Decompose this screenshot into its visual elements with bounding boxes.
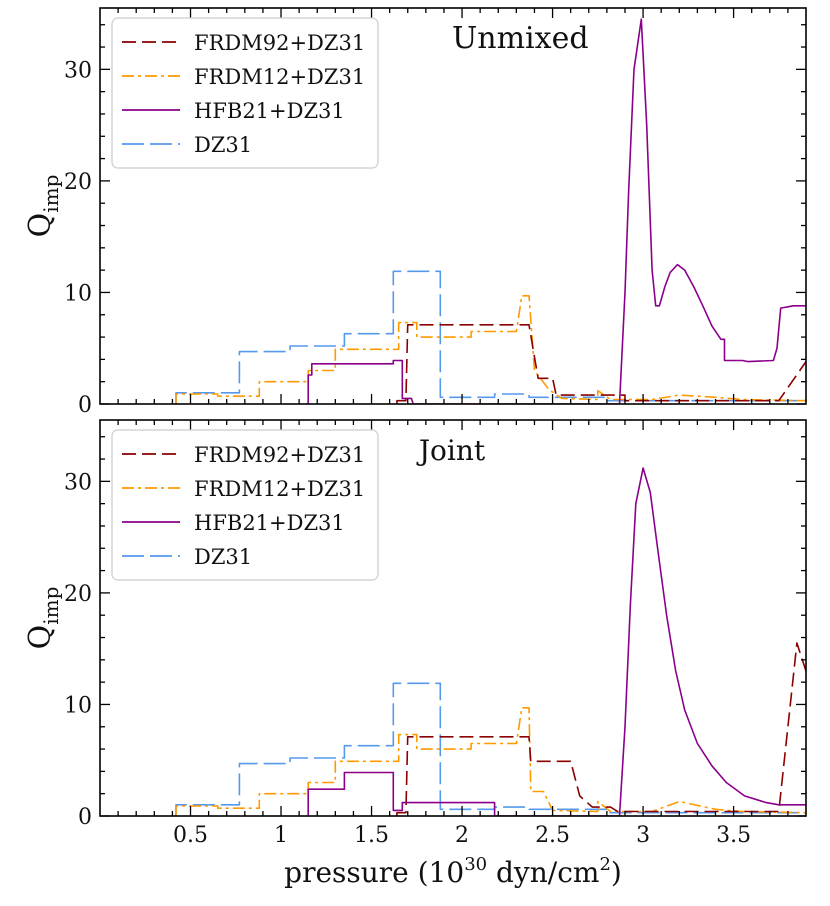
x-tick-label: 2 (455, 823, 469, 848)
y-tick-label: 30 (64, 470, 92, 495)
series-line-frdm12-dz31-joint (175, 707, 806, 816)
y-tick-label: 10 (64, 693, 92, 718)
series-layer-unmixed (175, 18, 806, 404)
series-line-dz31-joint (175, 682, 806, 816)
x-tick-label: 3.5 (716, 823, 751, 848)
panel-title-unmixed: Unmixed (452, 21, 589, 56)
legend-label: HFB21+DZ31 (194, 511, 345, 535)
ticks-joint (100, 420, 806, 817)
panel-unmixed: 0 10 20 30 Unmixed Qimp FRDM92+DZ31 FRDM12+D… (23, 7, 807, 418)
legend-label: HFB21+DZ31 (194, 99, 345, 123)
y-tick-label: 20 (64, 170, 92, 195)
ticks-unmixed (100, 8, 806, 405)
series-line-frdm12-dz31-unmixed (175, 295, 806, 404)
legend-box (111, 17, 379, 169)
series-line-hfb21-dz31-unmixed (307, 18, 806, 404)
svg-text:Qimp: Qimp (23, 175, 63, 238)
series-line-frdm92-dz31-unmixed (396, 324, 806, 404)
legend-joint: FRDM92+DZ31 FRDM12+DZ31 HFB21+DZ31 DZ31 (111, 429, 379, 581)
plot-frame-joint (99, 419, 807, 817)
x-tick-label: 0.5 (173, 823, 208, 848)
xtick-labels: 0.5 1 1.5 2 2.5 3 3.5 (173, 823, 751, 848)
legend-label: FRDM12+DZ31 (194, 65, 365, 89)
ylabel-main: Q (23, 213, 58, 238)
xlabel-unit: dyn/cm (487, 856, 599, 889)
y-tick-label: 0 (78, 393, 92, 418)
legend-label: FRDM92+DZ31 (194, 31, 365, 55)
series-line-frdm92-dz31-joint (396, 642, 806, 816)
x-tick-label: 3 (636, 823, 650, 848)
x-tick-label: 2.5 (535, 823, 570, 848)
legend-unmixed: FRDM92+DZ31 FRDM12+DZ31 HFB21+DZ31 DZ31 (111, 17, 379, 169)
ylabel-joint: Qimp (23, 587, 63, 650)
series-line-dz31-unmixed (175, 270, 806, 404)
y-tick-label: 30 (64, 58, 92, 83)
xlabel-text: pressure (10 (284, 856, 464, 889)
ytick-labels-unmixed: 0 10 20 30 (64, 58, 92, 418)
legend-label: FRDM92+DZ31 (194, 443, 365, 467)
x-tick-label: 1.5 (354, 823, 389, 848)
ylabel-unmixed: Qimp (23, 175, 63, 238)
legend-box (111, 429, 379, 581)
panel-joint: 0 10 20 30 0.5 1 1.5 2 2.5 3 3.5 Joint Qimp FRDM9… (23, 419, 807, 848)
x-axis-label: pressure (1030 dyn/cm2) (284, 854, 622, 889)
x-tick-label: 1 (274, 823, 288, 848)
legend-label: DZ31 (194, 545, 252, 569)
y-tick-label: 10 (64, 281, 92, 306)
ylabel-sub: imp (39, 587, 63, 625)
ylabel-sub: imp (39, 175, 63, 213)
xlabel-close: ) (611, 856, 622, 889)
legend-label: DZ31 (194, 133, 252, 157)
ylabel-main: Q (23, 625, 58, 650)
y-tick-label: 0 (78, 805, 92, 830)
legend-label: FRDM12+DZ31 (194, 477, 365, 501)
ytick-labels-joint: 0 10 20 30 (64, 470, 92, 830)
xlabel-exponent: 30 (464, 854, 487, 875)
y-tick-label: 20 (64, 582, 92, 607)
series-layer-joint (175, 467, 806, 816)
svg-text:Qimp: Qimp (23, 587, 63, 650)
series-line-hfb21-dz31-joint (307, 467, 806, 816)
plot-frame-unmixed (99, 7, 807, 405)
panel-title-joint: Joint (416, 434, 486, 467)
xlabel-unit-exponent: 2 (599, 854, 610, 875)
